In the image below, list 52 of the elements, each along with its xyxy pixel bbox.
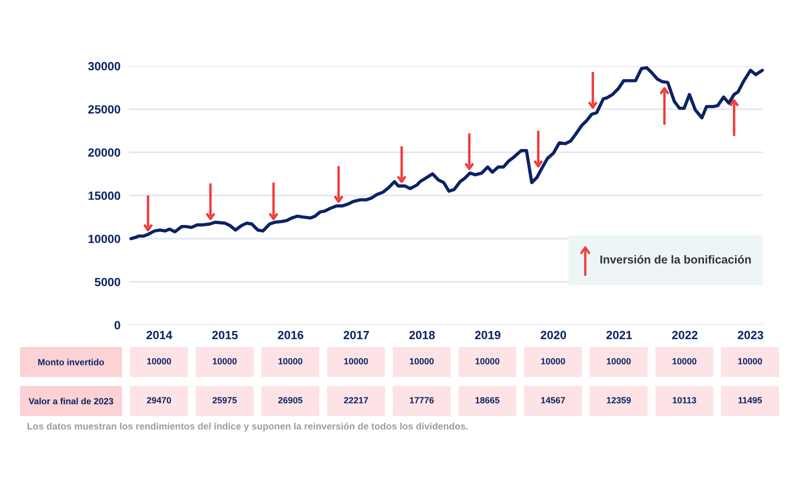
y-tick-label: 20000 bbox=[88, 148, 120, 157]
x-tick-label: 2014 bbox=[146, 330, 172, 340]
data-label: 12359 bbox=[606, 397, 631, 404]
x-tick-label: 2020 bbox=[540, 330, 566, 340]
data-label: 10000 bbox=[606, 358, 631, 364]
line-series bbox=[129, 66, 764, 240]
data-label: 22217 bbox=[344, 397, 368, 404]
data-label: 10000 bbox=[147, 358, 171, 364]
data-label: 25975 bbox=[212, 397, 237, 404]
data-label: 10000 bbox=[738, 358, 762, 364]
x-tick-label: 2017 bbox=[344, 330, 369, 340]
point bbox=[334, 195, 344, 203]
y-tick-label: 30000 bbox=[88, 62, 120, 70]
x-tick-label: 2023 bbox=[738, 330, 764, 340]
x-tick-label: 2022 bbox=[672, 330, 698, 340]
data-label: 10000 bbox=[541, 358, 566, 364]
data-label: 11495 bbox=[738, 397, 762, 404]
data-label: 10000 bbox=[672, 358, 696, 364]
y-tick-label: 5000 bbox=[94, 278, 120, 286]
data-label: 18665 bbox=[476, 397, 500, 404]
y-tick-label: 10000 bbox=[88, 234, 120, 244]
x-tick-label: 2021 bbox=[606, 330, 632, 340]
point bbox=[533, 160, 544, 168]
data-label: 29470 bbox=[146, 397, 171, 404]
y-tick-label: 15000 bbox=[88, 192, 120, 200]
point bbox=[205, 212, 216, 220]
point bbox=[268, 212, 279, 220]
data-label: 26905 bbox=[278, 397, 302, 404]
point bbox=[143, 224, 154, 232]
point bbox=[588, 100, 598, 109]
data-label: 10113 bbox=[672, 397, 696, 404]
point bbox=[729, 99, 740, 108]
y-tick-label: Monto invertido bbox=[38, 358, 104, 366]
data-label: 10000 bbox=[212, 358, 237, 364]
data-label: 10000 bbox=[476, 358, 500, 364]
text: Los datos muestran los rendimientos del índice y suponen la reinversión de todos los dividendos. bbox=[28, 422, 468, 432]
data-label: 10000 bbox=[410, 358, 434, 364]
data-label: 17776 bbox=[410, 397, 434, 404]
point bbox=[396, 175, 407, 184]
y-tick-label: 0 bbox=[114, 321, 120, 330]
legend-label: Inversión de la bonificación bbox=[600, 255, 751, 264]
point bbox=[464, 162, 474, 170]
point bbox=[659, 87, 670, 95]
data-label: 10000 bbox=[278, 358, 302, 364]
x-tick-label: 2016 bbox=[278, 330, 304, 340]
y-tick-label: 25000 bbox=[88, 105, 120, 114]
data-label: 14567 bbox=[541, 397, 565, 404]
x-tick-label: 2019 bbox=[475, 330, 500, 340]
x-tick-label: 2015 bbox=[212, 330, 238, 340]
y-tick-label: Valor a final de 2023 bbox=[28, 398, 114, 404]
data-label: 10000 bbox=[344, 358, 368, 364]
x-tick-label: 2018 bbox=[409, 330, 435, 340]
